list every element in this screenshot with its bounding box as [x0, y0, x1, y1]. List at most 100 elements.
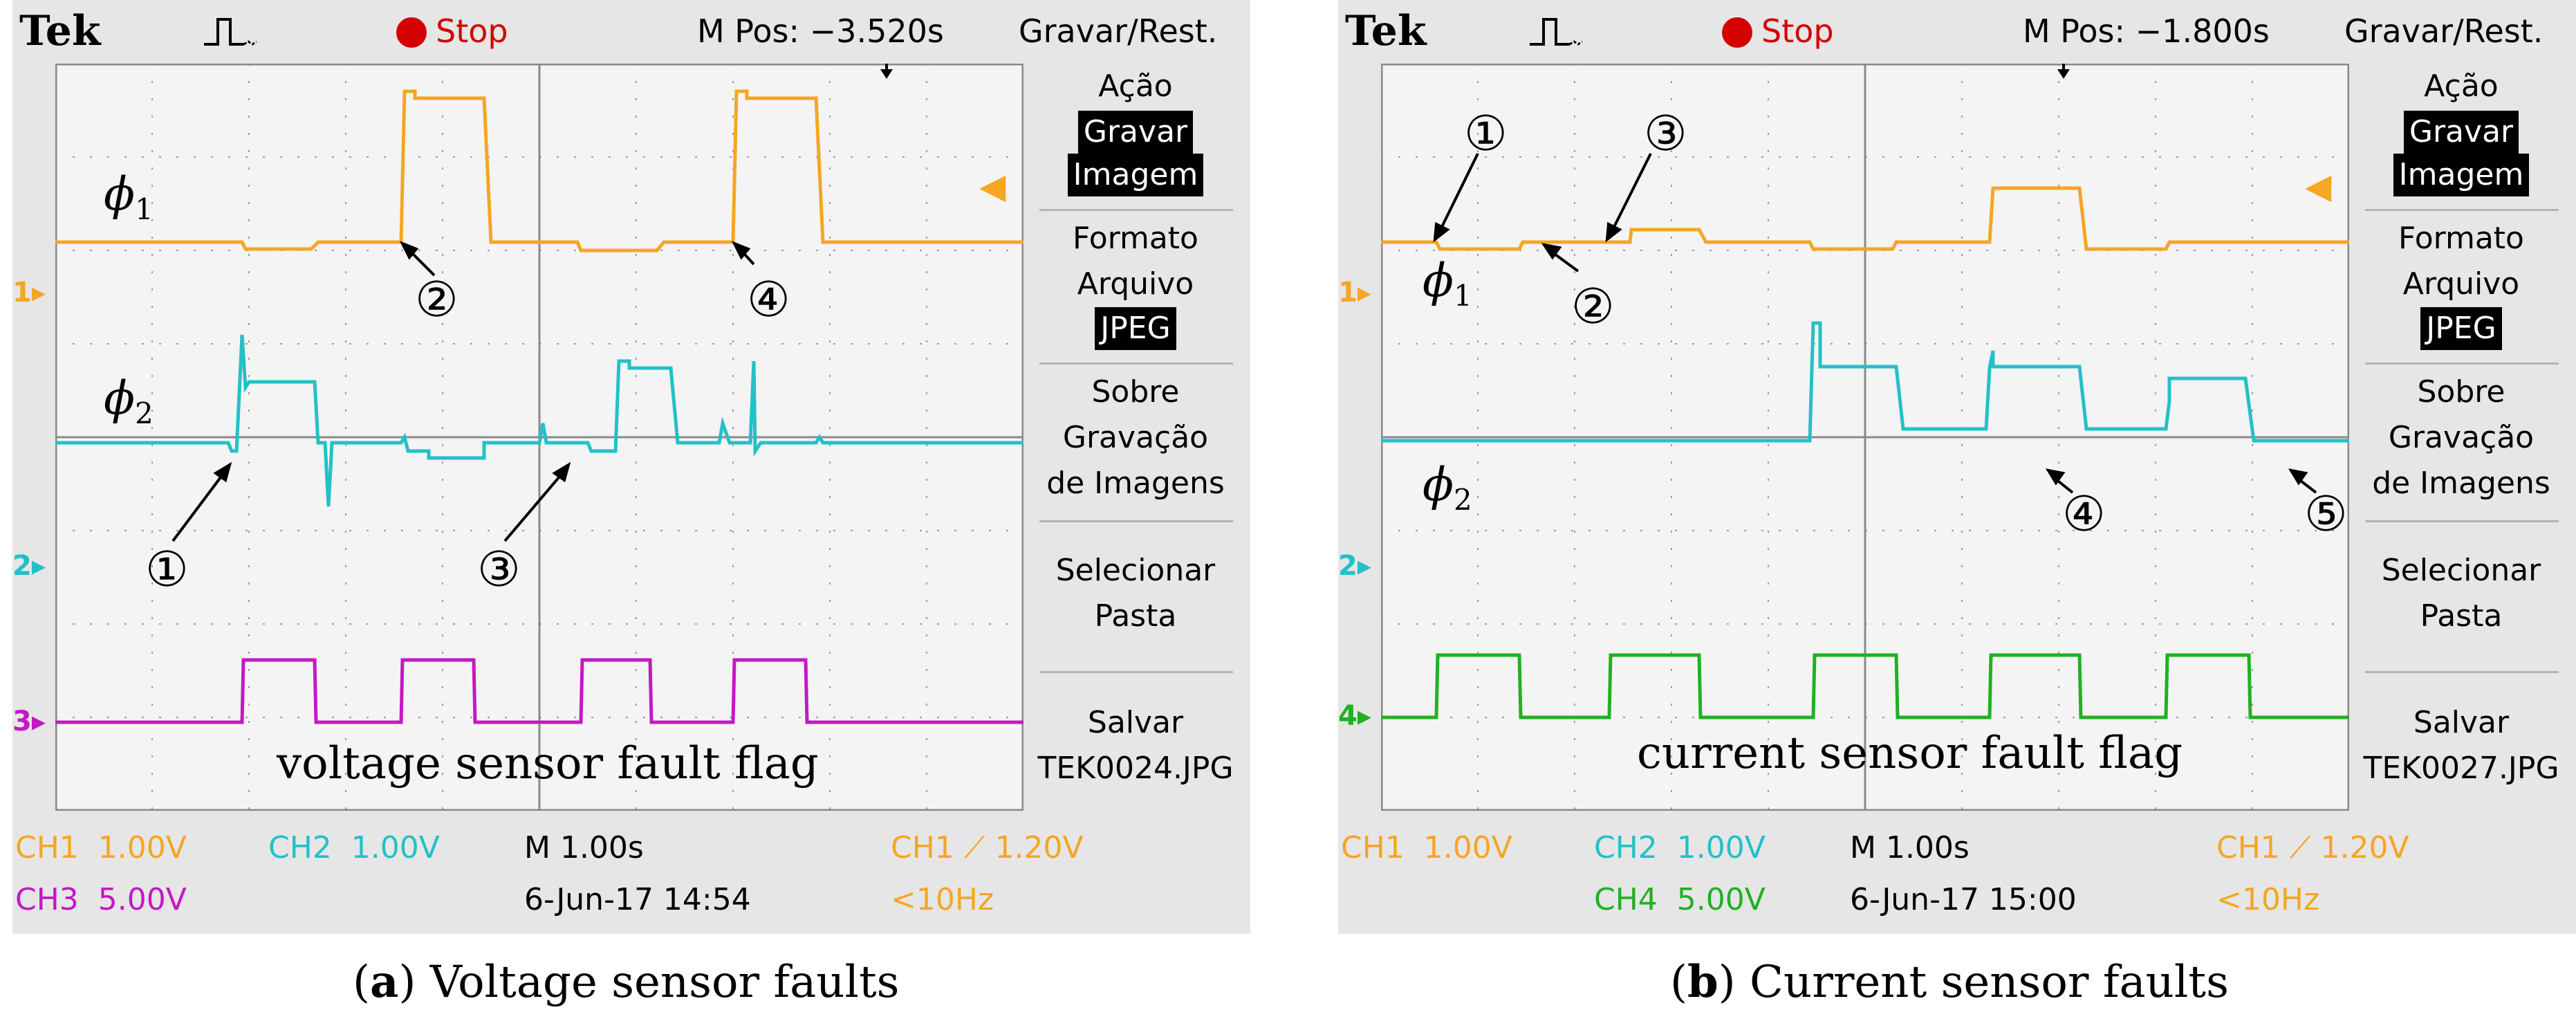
menu-acao-label: Ação — [2424, 68, 2499, 104]
tek-logo: Tek — [1345, 7, 1427, 55]
menu-de-imagens-label[interactable]: de Imagens — [2372, 466, 2550, 501]
trigger-position-icon — [2057, 69, 2070, 79]
fault-flag-label: voltage sensor fault flag — [277, 738, 819, 789]
timebase: M 1.00s — [1850, 830, 1970, 865]
ch2-ground-marker[interactable]: 2▸ — [12, 550, 46, 582]
annotation-2: ② — [1571, 278, 1615, 335]
ch2-trace — [1381, 321, 2349, 443]
menu-jpeg-value[interactable]: JPEG — [1026, 306, 1245, 351]
menu-de-imagens-label[interactable]: de Imagens — [1046, 466, 1225, 501]
menu-selecionar-button[interactable]: Selecionar — [2381, 553, 2541, 588]
annotation-3: ③ — [477, 541, 521, 598]
menu-sobre-button[interactable]: Sobre — [1091, 374, 1180, 410]
ch1-status: CH1 1.00V — [1341, 830, 1512, 865]
trigger-level-icon: ◀ — [2305, 166, 2332, 206]
timestamp: 6-Jun-17 14:54 — [524, 882, 751, 917]
menu-acao-label: Ação — [1098, 68, 1173, 104]
scope-header: Tek Stop M Pos: −1.800s Gravar/Rest. — [1338, 0, 2576, 62]
menu-arquivo-label[interactable]: Arquivo — [2402, 266, 2520, 302]
trigger-position-icon — [880, 69, 893, 79]
phi2-label: ϕ2 — [1423, 458, 1472, 517]
acquisition-icon — [1530, 18, 1583, 46]
phi1-label: ϕ1 — [104, 167, 154, 227]
annotation-3: ③ — [1644, 105, 1687, 162]
ch2-ground-marker[interactable]: 2▸ — [1338, 550, 1371, 582]
run-state[interactable]: Stop — [436, 12, 508, 50]
menu-sobre-button[interactable]: Sobre — [2417, 374, 2505, 410]
ch1-ground-marker[interactable]: 1▸ — [1338, 277, 1371, 309]
ch1-trace — [55, 89, 1023, 253]
menu-gravacao-label[interactable]: Gravação — [2388, 420, 2535, 455]
menu-jpeg-value[interactable]: JPEG — [2351, 306, 2571, 351]
menu-formato-label[interactable]: Formato — [2398, 221, 2524, 256]
menu-divider — [2365, 209, 2559, 211]
trigger-frequency: <10Hz — [891, 882, 994, 917]
ch1-status: CH1 1.00V — [15, 830, 187, 865]
annotation-2: ② — [415, 271, 458, 328]
side-menu: Ação Gravar Imagem Formato Arquivo JPEG … — [1026, 64, 1245, 822]
phi1-label: ϕ1 — [1423, 254, 1472, 313]
trigger-frequency: <10Hz — [2216, 882, 2320, 917]
stop-icon — [1722, 17, 1752, 48]
menu-salvar-button[interactable]: Salvar — [2413, 705, 2510, 740]
menu-pasta-label[interactable]: Pasta — [1094, 598, 1177, 634]
horizontal-position: M Pos: −3.520s — [697, 12, 944, 50]
ch4-ground-marker[interactable]: 4▸ — [1338, 700, 1371, 732]
fault-flag-label: current sensor fault flag — [1637, 728, 2183, 779]
waveform-graticule — [1381, 64, 2349, 811]
ch2-status: CH2 1.00V — [1594, 830, 1766, 865]
stop-icon — [396, 17, 427, 48]
timebase: M 1.00s — [524, 830, 644, 865]
menu-selecionar-button[interactable]: Selecionar — [1055, 553, 1216, 588]
annotation-1: ① — [1464, 105, 1508, 162]
menu-divider — [1039, 520, 1233, 522]
menu-filename: TEK0024.JPG — [1037, 751, 1234, 786]
waveform-display: ϕ1 ϕ2 ① ③ ② ④ ⑤ current sensor fault fla… — [1381, 64, 2349, 811]
menu-filename: TEK0027.JPG — [2363, 751, 2559, 786]
ch3-trace — [55, 658, 1023, 724]
trigger-setting: CH1 ⟋ 1.20V — [891, 830, 1084, 865]
menu-divider — [2365, 362, 2559, 365]
menu-gravacao-label[interactable]: Gravação — [1062, 420, 1209, 455]
menu-title: Gravar/Rest. — [1019, 12, 1218, 50]
side-menu: Ação Gravar Imagem Formato Arquivo JPEG … — [2351, 64, 2571, 822]
menu-arquivo-label[interactable]: Arquivo — [1077, 266, 1194, 302]
run-state[interactable]: Stop — [1761, 12, 1834, 50]
waveform-graticule — [55, 64, 1023, 811]
menu-gravar-imagem-button[interactable]: Gravar — [2351, 109, 2571, 155]
acquisition-icon — [204, 18, 257, 46]
menu-divider — [1039, 362, 1233, 365]
menu-divider — [1039, 209, 1233, 211]
caption-a: (a) Voltage sensor faults — [353, 956, 900, 1008]
menu-title: Gravar/Rest. — [2344, 12, 2543, 50]
menu-pasta-label[interactable]: Pasta — [2420, 598, 2503, 634]
ch2-trace — [55, 334, 1023, 507]
menu-gravar-imagem-button-2[interactable]: Imagem — [1026, 152, 1245, 198]
ch3-ground-marker[interactable]: 3▸ — [12, 706, 46, 737]
ch4-status: CH4 5.00V — [1594, 882, 1766, 917]
trigger-setting: CH1 ⟋ 1.20V — [2216, 830, 2409, 865]
oscilloscope-screenshot-b: Tek Stop M Pos: −1.800s Gravar/Rest. — [1338, 0, 2576, 934]
menu-divider — [2365, 671, 2559, 673]
oscilloscope-screenshot-a: Tek Stop M Pos: −3.520s Gravar/Rest. — [12, 0, 1250, 934]
trigger-level-icon: ◀ — [979, 166, 1006, 206]
phi2-label: ϕ2 — [104, 371, 154, 431]
annotation-5: ⑤ — [2304, 486, 2348, 542]
scope-header: Tek Stop M Pos: −3.520s Gravar/Rest. — [12, 0, 1250, 62]
menu-gravar-imagem-button-2[interactable]: Imagem — [2351, 152, 2571, 198]
annotation-1: ① — [145, 541, 189, 598]
ch1-trace — [1381, 186, 2349, 251]
ch1-ground-marker[interactable]: 1▸ — [12, 277, 46, 309]
menu-gravar-imagem-button[interactable]: Gravar — [1026, 109, 1245, 155]
menu-divider — [1039, 671, 1233, 673]
timestamp: 6-Jun-17 15:00 — [1850, 882, 2077, 917]
ch4-trace — [1381, 653, 2349, 719]
annotation-4: ④ — [2062, 486, 2106, 542]
menu-formato-label[interactable]: Formato — [1073, 221, 1198, 256]
annotation-4: ④ — [747, 271, 790, 328]
menu-salvar-button[interactable]: Salvar — [1087, 705, 1184, 740]
horizontal-position: M Pos: −1.800s — [2023, 12, 2270, 50]
tek-logo: Tek — [19, 7, 101, 55]
ch2-status: CH2 1.00V — [268, 830, 440, 865]
caption-b: (b) Current sensor faults — [1670, 956, 2229, 1008]
